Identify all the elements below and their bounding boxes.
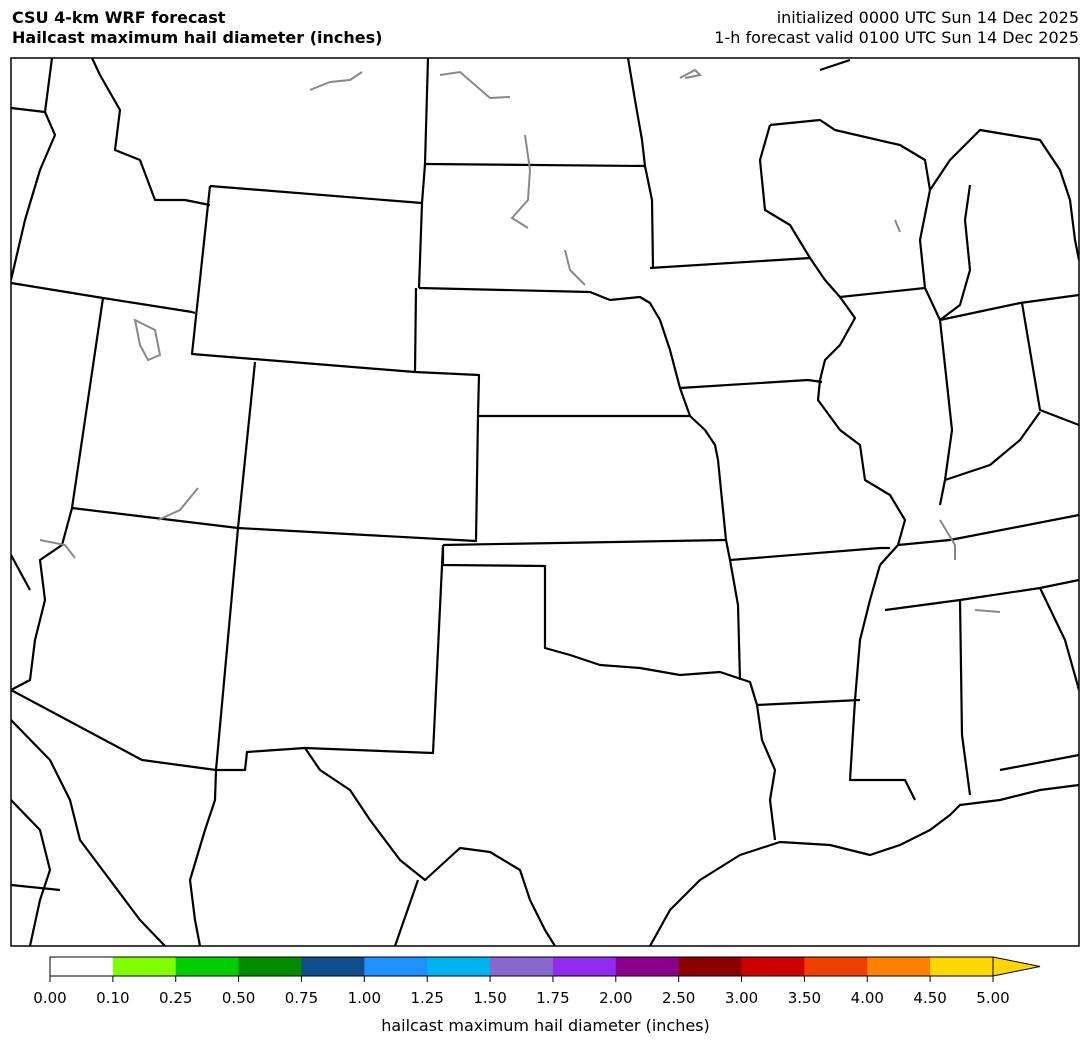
colorbar-segment <box>615 957 680 976</box>
colorbar-tick-label: 1.75 <box>536 989 570 1007</box>
map-frame <box>10 57 1080 947</box>
colorbar-segment <box>490 957 554 976</box>
title-line1: CSU 4-km WRF forecast <box>12 8 226 27</box>
colorbar-segment <box>552 957 617 976</box>
init-time: initialized 0000 UTC Sun 14 Dec 2025 <box>776 8 1079 27</box>
colorbar-tick-label: 3.50 <box>787 989 822 1007</box>
colorbar-segment <box>804 957 868 976</box>
colorbar-segment <box>741 957 805 976</box>
colorbar-tick-label: 4.50 <box>913 989 947 1007</box>
state-borders <box>11 58 1079 946</box>
colorbar-segment <box>112 957 177 976</box>
colorbar-tick-label: 0.25 <box>159 989 193 1007</box>
colorbar-tick-label: 1.25 <box>410 989 444 1007</box>
colorbar-segment <box>175 957 240 976</box>
colorbar-segment <box>301 957 365 976</box>
valid-time: 1-h forecast valid 0100 UTC Sun 14 Dec 2… <box>714 28 1079 47</box>
lakes <box>39 68 1001 613</box>
colorbar-segment <box>50 957 114 976</box>
colorbar-label: hailcast maximum hail diameter (inches) <box>381 1016 710 1035</box>
colorbar-segment <box>678 957 743 976</box>
colorbar-tick-label: 0.10 <box>96 989 130 1007</box>
colorbar-tick-label: 1.00 <box>347 989 382 1007</box>
colorbar-segment <box>930 957 994 976</box>
colorbar <box>49 956 1041 982</box>
colorbar-tick-label: 2.00 <box>599 989 633 1007</box>
colorbar-extend-arrow <box>992 956 1041 977</box>
colorbar-tick-label: 0.00 <box>33 989 67 1007</box>
colorbar-segment <box>867 957 931 976</box>
title-line2: Hailcast maximum hail diameter (inches) <box>12 28 383 47</box>
colorbar-tick-label: 1.50 <box>473 989 507 1007</box>
colorbar-tick-label: 4.00 <box>850 989 884 1007</box>
colorbar-tick-label: 0.50 <box>221 989 256 1007</box>
colorbar-tick-label: 5.00 <box>976 989 1010 1007</box>
colorbar-tick-label: 2.50 <box>661 989 696 1007</box>
colorbar-tick-label: 3.00 <box>724 989 759 1007</box>
colorbar-segment <box>238 957 302 976</box>
colorbar-segment <box>427 957 491 976</box>
colorbar-tick-label: 0.75 <box>284 989 319 1007</box>
colorbar-segment <box>364 957 428 976</box>
